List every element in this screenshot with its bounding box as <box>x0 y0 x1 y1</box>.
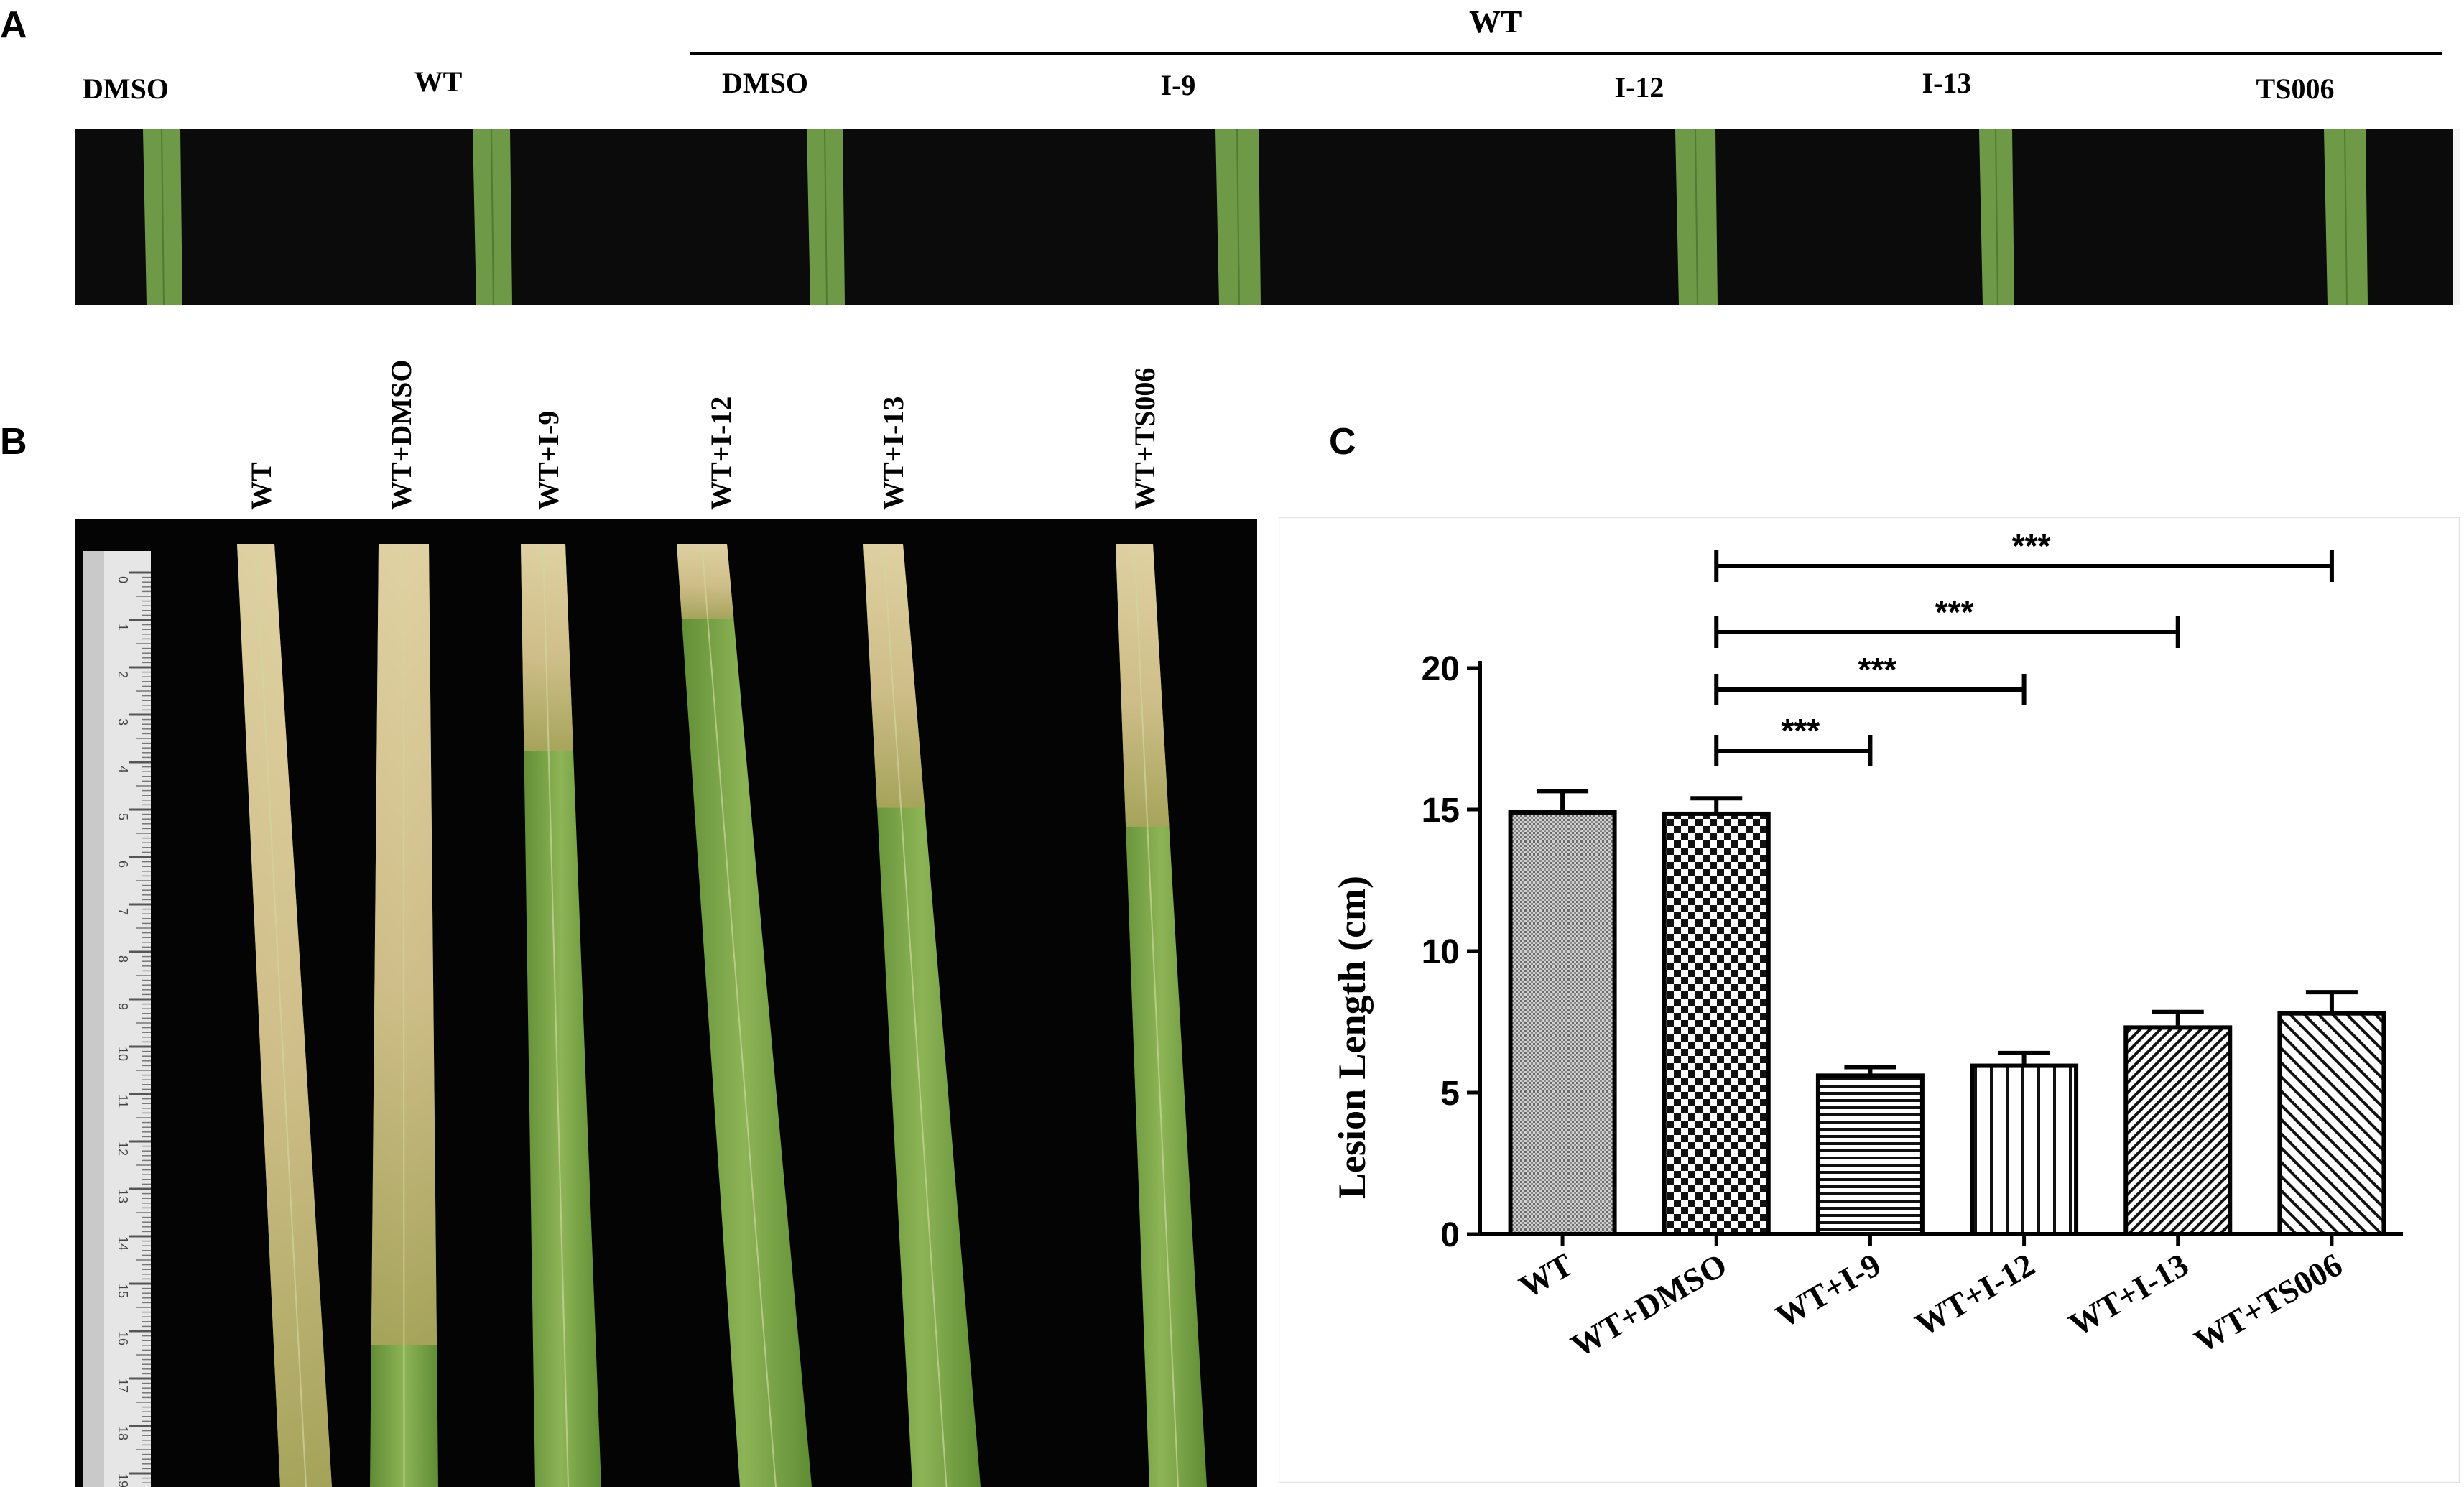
panel-c-x-tick-label: WT+TS006 <box>2188 1246 2348 1359</box>
panel-a-column-label: I-12 <box>1614 71 1664 103</box>
panel-b-leaf-lesion <box>863 544 925 808</box>
panel-a-column-label: WT <box>414 65 463 98</box>
panel-b-ruler-label: 7 <box>116 908 130 915</box>
panel-b-ruler-label: 0 <box>116 576 130 583</box>
panel-a-column-label: DMSO <box>83 73 169 105</box>
panel-a-group-label: WT <box>1469 4 1522 40</box>
panel-c-x-tick-label: WT+DMSO <box>1565 1246 1733 1364</box>
panel-b-column-label: WT+I-9 <box>532 410 565 510</box>
panel-c-significance-label: *** <box>1781 712 1820 749</box>
panel-b-ruler-label: 1 <box>116 624 130 631</box>
panel-b-column-label: WT <box>245 462 277 510</box>
panel-a-leaf-vein <box>2344 129 2348 305</box>
panel-c-letter: C <box>1329 421 1356 463</box>
panel-b-column-label: WT+I-13 <box>877 396 909 510</box>
panel-c-y-tick-label: 15 <box>1422 792 1460 830</box>
panel-c-y-tick-label: 10 <box>1422 933 1460 971</box>
panel-b-ruler-label: 3 <box>116 718 130 726</box>
panel-c-frame <box>1279 517 2460 1483</box>
panel-c-y-tick-label: 5 <box>1440 1075 1460 1113</box>
panel-a-column-label: TS006 <box>2256 73 2335 105</box>
panel-c-y-tick-label: 0 <box>1440 1216 1460 1254</box>
panel-b-leaf <box>521 544 601 1487</box>
panel-b-ruler-label: 10 <box>116 1047 130 1061</box>
panel-b-ruler-label: 8 <box>116 955 130 963</box>
panel-b-leaf-midrib <box>882 543 948 1487</box>
panel-b-ruler-label: 13 <box>116 1189 130 1203</box>
panel-b-leaf-midrib <box>255 543 307 1487</box>
panel-c-significance-label: *** <box>1858 651 1897 688</box>
panel-c-bar <box>1970 1063 2079 1236</box>
panel-a-edge <box>2453 129 2460 305</box>
panel-c-y-axis-label: Lesion Length (cm) <box>1330 876 1374 1199</box>
panel-c-x-tick-label: WT+I-12 <box>1909 1246 2040 1343</box>
panel-b-ruler-label: 15 <box>116 1284 130 1298</box>
panel-c-x-tick-label: WT+I-9 <box>1769 1246 1886 1335</box>
panel-b-leaf-lesion <box>1116 544 1170 827</box>
panel-b-ruler-label: 5 <box>116 813 130 820</box>
panel-b-column-label: WT+DMSO <box>385 359 417 510</box>
panel-c-significance-label: *** <box>1935 593 1974 631</box>
panel-a-leaf-vein <box>161 129 165 305</box>
panel-a-group-line <box>690 52 2442 55</box>
panel-a-leaf-vein <box>824 129 828 305</box>
panel-b-leaf-midrib <box>542 543 569 1487</box>
panel-b-ruler-label: 16 <box>116 1331 130 1345</box>
panel-a-column-label: DMSO <box>722 67 808 99</box>
panel-b-ruler-edge <box>83 551 104 1487</box>
panel-b-leaf-midrib <box>701 543 777 1487</box>
panel-b-ruler-label: 2 <box>116 671 130 678</box>
panel-a-column-label: I-9 <box>1160 69 1196 101</box>
panel-b-ruler-label: 19 <box>116 1473 130 1487</box>
panel-a-leaf-vein <box>1995 129 1998 305</box>
panel-c-x-tick-label: WT+I-13 <box>2063 1246 2195 1343</box>
panel-a-letter: A <box>0 4 27 46</box>
panel-a-background <box>75 129 2460 305</box>
panel-a-leaf-strip <box>75 129 2460 305</box>
panel-b-ruler-label: 4 <box>116 766 130 773</box>
panel-b-ruler-label: 14 <box>116 1236 130 1251</box>
panel-b-leaf-midrib <box>1134 543 1179 1487</box>
panel-c-bar <box>2277 1011 2386 1236</box>
panel-b-ruler-label: 18 <box>116 1426 130 1440</box>
panel-c-bar <box>1815 1073 1925 1236</box>
panel-b-letter: B <box>0 421 27 463</box>
panel-b-ruler-label: 11 <box>116 1095 130 1108</box>
panel-c-bar <box>2123 1025 2233 1236</box>
panel-b-column-label: WT+I-12 <box>705 396 737 510</box>
panel-a-leaf-vein <box>491 129 494 305</box>
panel-c-y-tick-label: 20 <box>1422 650 1460 688</box>
panel-b-ruler-label: 12 <box>116 1141 130 1156</box>
panel-a-column-label: I-13 <box>1922 67 1972 99</box>
panel-a-leaf-vein <box>1236 129 1240 305</box>
panel-c-significance-label: *** <box>2012 527 2051 565</box>
panel-b-column-label: WT+TS006 <box>1129 367 1161 510</box>
panel-a-leaf-vein <box>1695 129 1698 305</box>
panel-b-ruler-label: 17 <box>116 1379 130 1393</box>
panel-b-ruler-label: 6 <box>116 861 130 868</box>
panel-b-leaf-lesion <box>521 544 573 751</box>
panel-b-ruler-label: 9 <box>116 1003 130 1010</box>
panel-c-bar <box>1508 810 1617 1236</box>
panel-c-bar <box>1662 811 1771 1237</box>
panel-b-leaf <box>677 544 812 1487</box>
panel-b-leaf-lesion <box>237 544 332 1487</box>
panel-c-x-tick-label: WT <box>1513 1246 1579 1305</box>
